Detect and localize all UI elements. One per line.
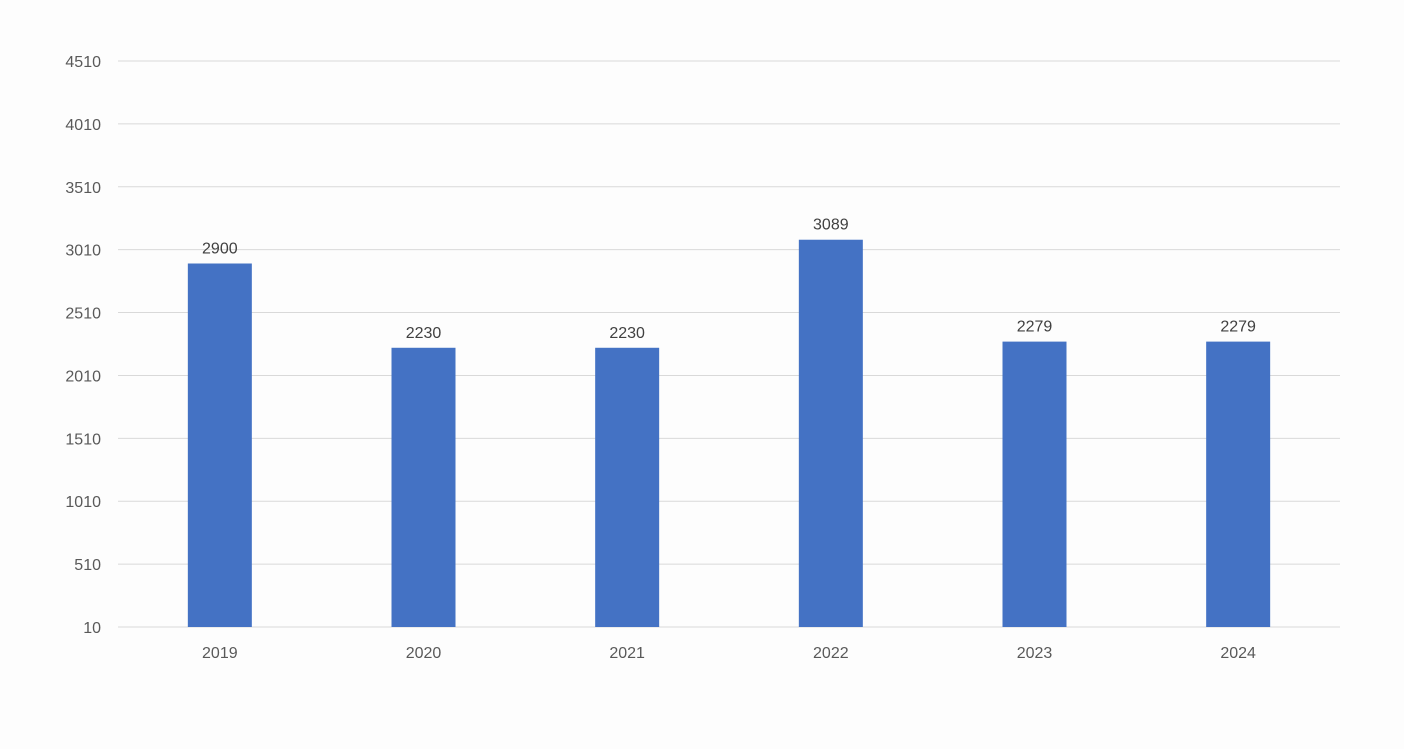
- x-tick-label-2020: 2020: [406, 645, 442, 662]
- data-label-2019: 2900: [202, 241, 238, 258]
- x-tick-label-2023: 2023: [1017, 645, 1053, 662]
- x-tick-label-2021: 2021: [609, 645, 645, 662]
- y-tick-label: 1510: [65, 431, 101, 448]
- y-tick-label: 4010: [65, 117, 101, 134]
- x-axis-tick-labels: 2019 2020 2021 2022 2023 2024: [202, 645, 1256, 662]
- y-tick-label: 10: [83, 620, 101, 637]
- data-labels: 2900 2230 2230 3089 2279 2279: [202, 217, 1256, 342]
- y-axis-tick-labels: 10 510 1010 1510 2010 2510 3010 3510 4010 4510: [65, 54, 101, 637]
- x-tick-label-2019: 2019: [202, 645, 238, 662]
- data-label-2024: 2279: [1220, 319, 1256, 336]
- data-label-2021: 2230: [609, 325, 645, 342]
- bar-2021: [595, 347, 660, 627]
- y-tick-label: 3010: [65, 243, 101, 260]
- data-label-2023: 2279: [1017, 319, 1053, 336]
- y-tick-label: 3510: [65, 180, 101, 197]
- x-tick-label-2024: 2024: [1220, 645, 1256, 662]
- y-tick-label: 1010: [65, 494, 101, 511]
- bar-2024: [1206, 341, 1271, 627]
- bar-2019: [187, 263, 252, 627]
- y-tick-label: 510: [74, 557, 101, 574]
- bars: [187, 239, 1271, 627]
- x-tick-label-2022: 2022: [813, 645, 849, 662]
- bar-2020: [391, 347, 456, 627]
- y-tick-label: 2510: [65, 306, 101, 323]
- data-label-2020: 2230: [406, 325, 442, 342]
- y-tick-label: 2010: [65, 368, 101, 385]
- data-label-2022: 3089: [813, 217, 849, 234]
- bar-2022: [798, 239, 863, 627]
- y-tick-label: 4510: [65, 54, 101, 71]
- gridlines: [118, 60, 1340, 628]
- bar-2023: [1002, 341, 1067, 627]
